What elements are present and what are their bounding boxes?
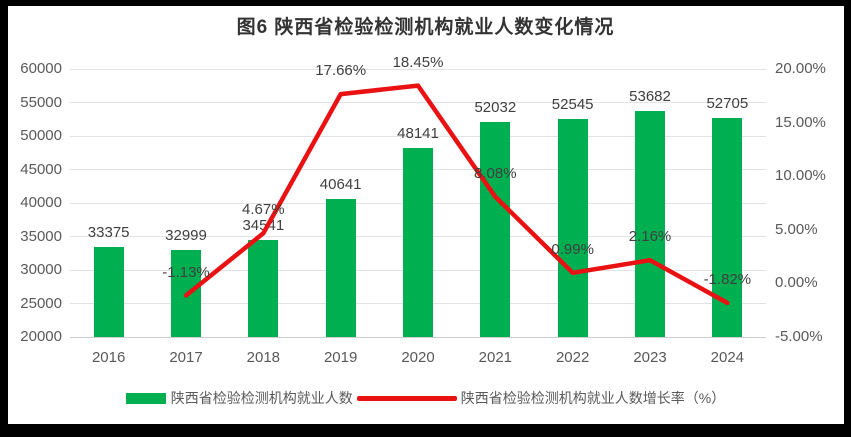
x-axis-label-2022: 2022 [555,349,590,366]
bar-value-label-2024: 52705 [706,94,749,112]
legend: 陕西省检验检测机构就业人数 陕西省检验检测机构就业人数增长率（%） [0,388,851,408]
legend-item-growth-rate: 陕西省检验检测机构就业人数增长率（%） [353,388,725,408]
gridline [70,68,766,70]
left-axis-tick-label: 45000 [20,160,62,178]
legend-item-employment: 陕西省检验检测机构就业人数 [125,388,353,408]
bar-series-swatch-icon [125,392,166,404]
x-axis-label-2016: 2016 [91,349,126,366]
left-axis-tick-label: 25000 [20,294,62,312]
bar-2018 [248,239,279,337]
left-axis-tick-label: 40000 [20,194,62,211]
bar-2022 [557,118,588,337]
x-axis-label-2019: 2019 [323,349,358,366]
right-axis-tick-label: 20.00% [775,60,826,77]
x-axis-label-2020: 2020 [401,349,435,366]
bar-value-label-2019: 40641 [319,175,362,193]
x-axis-label-2021: 2021 [478,349,513,366]
left-axis-tick-label: 20000 [20,328,62,345]
bar-2020 [403,148,433,337]
bar-value-label-2016: 33375 [87,224,130,242]
bar-value-label-2022: 52545 [551,95,594,113]
bar-2024 [712,117,743,337]
right-axis-tick-label: 15.00% [775,113,826,131]
growth-rate-label-2019: 17.66% [315,62,367,80]
bar-2016 [93,247,124,337]
growth-rate-label-2022: 0.99% [551,240,594,258]
right-axis-tick-label: 0.00% [775,274,818,292]
right-axis-tick-label: -5.00% [775,328,823,345]
right-axis-tick-label: 10.00% [775,167,826,185]
left-axis-tick-label: 50000 [20,127,62,144]
line-series-swatch-icon [356,395,457,401]
left-axis-tick-label: 55000 [20,93,62,111]
bar-value-label-2021: 52032 [474,99,517,117]
right-axis-tick-label: 5.00% [775,220,818,238]
left-axis-tick-label: 35000 [20,227,62,245]
growth-rate-label-2018: 4.67% [242,201,285,219]
bar-value-label-2020: 48141 [397,125,439,143]
growth-rate-label-2023: 2.16% [628,228,672,246]
left-axis-tick-label: 30000 [20,261,62,278]
bar-2023 [635,111,665,337]
chart-title: 图6 陕西省检验检测机构就业人数变化情况 [236,17,615,38]
bar-2021 [480,122,511,337]
bar-value-label-2023: 53682 [629,88,671,106]
x-axis-label-2017: 2017 [169,349,203,366]
growth-rate-label-2020: 18.45% [392,53,444,71]
legend-label-growth-rate: 陕西省检验检测机构就业人数增长率（%） [460,390,726,406]
x-axis-label-2018: 2018 [246,349,281,366]
x-axis-label-2024: 2024 [710,349,745,366]
bar-value-label-2018: 34541 [242,216,285,234]
bar-2019 [325,198,356,337]
legend-label-employment: 陕西省检验检测机构就业人数 [170,390,353,406]
gridline [70,336,766,338]
bar-2017 [171,249,201,337]
x-axis-label-2023: 2023 [633,349,667,366]
bar-value-label-2017: 32999 [165,226,207,244]
growth-rate-label-2017: -1.13% [162,263,210,281]
left-axis-tick-label: 60000 [20,60,62,77]
growth-rate-label-2021: 8.08% [474,164,517,182]
growth-rate-label-2024: -1.82% [703,270,752,288]
